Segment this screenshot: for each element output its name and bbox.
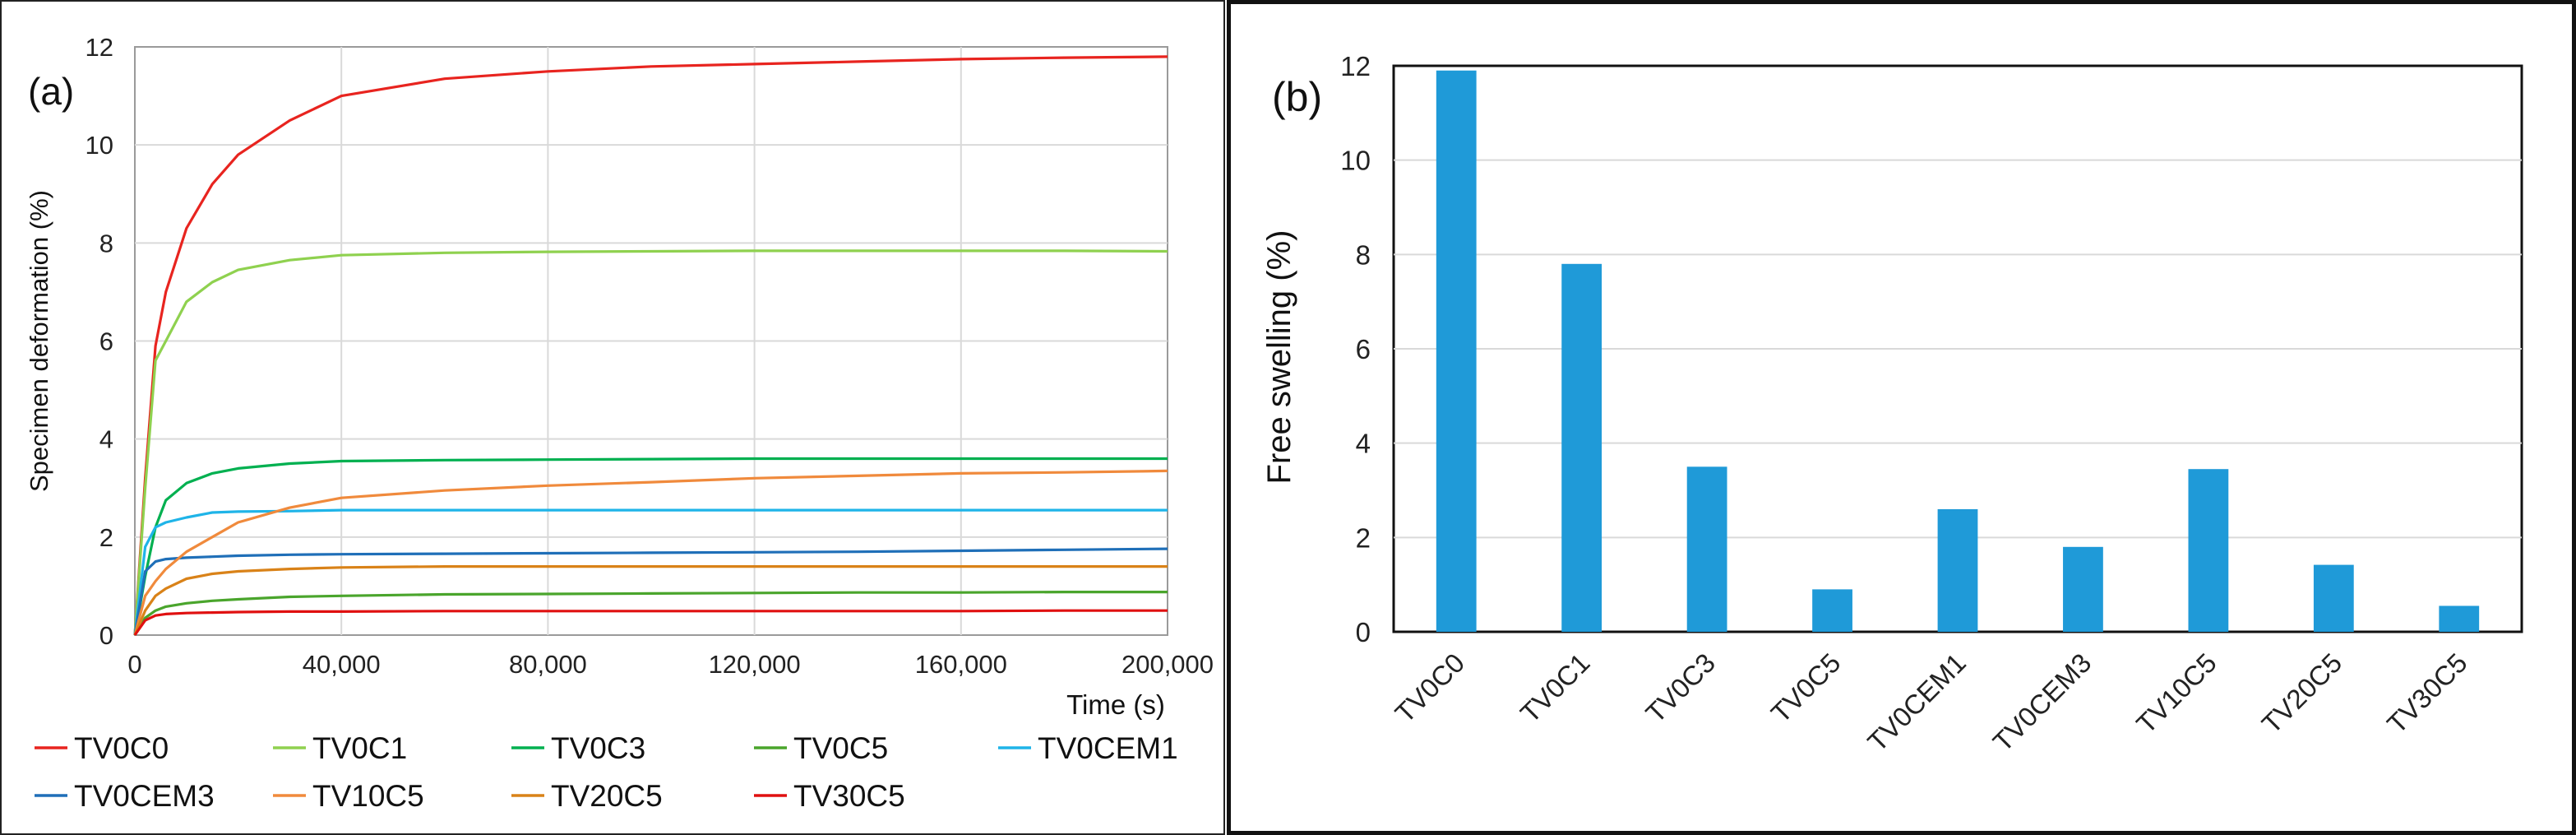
y-tick-label: 4 <box>1356 429 1371 459</box>
y-tick-label: 8 <box>1356 239 1371 270</box>
y-tick-label: 4 <box>99 425 113 454</box>
series-line-tv30c5 <box>133 609 1168 636</box>
x-tick-label-tv0c0: TV0C0 <box>1389 647 1470 729</box>
bar-tv0c0 <box>1436 70 1477 632</box>
bar-tv0cem1 <box>1937 508 1978 632</box>
legend-label-tv20c5: TV20C5 <box>551 779 663 813</box>
y-tick-label: 6 <box>1356 334 1371 364</box>
bar-chart-svg: 0 2 4 6 8 10 12 TV0C0 TV0C1 TV0C3 TV0C5 TV0CEM1 TV0C… <box>1261 51 2523 758</box>
bar-tv30c5 <box>2439 605 2480 632</box>
series-line-tv10c5 <box>133 469 1168 636</box>
x-tick-label-tv30c5: TV30C5 <box>2381 647 2473 740</box>
legend-label-tv0c1: TV0C1 <box>312 731 407 765</box>
series-line-tv0cem1 <box>133 508 1168 636</box>
bar-tv0c3 <box>1686 466 1727 632</box>
legend-label-tv0c0: TV0C0 <box>74 731 169 765</box>
y-tick-label: 2 <box>99 523 113 552</box>
legend-label-tv0c5: TV0C5 <box>793 731 888 765</box>
series-line-tv0c5 <box>133 590 1168 636</box>
bar-tv10c5 <box>2188 469 2229 632</box>
bar-tv20c5 <box>2313 564 2354 632</box>
legend-label-tv0cem1: TV0CEM1 <box>1038 731 1178 765</box>
bar-tv0c5 <box>1812 589 1852 632</box>
y-tick-label: 10 <box>1340 146 1371 176</box>
x-tick-label: 200,000 <box>1122 650 1214 679</box>
panel-label-a: (a) <box>28 70 74 113</box>
x-tick-label: 0 <box>127 650 141 679</box>
x-tick-label: 160,000 <box>915 650 1007 679</box>
legend-label-tv0cem3: TV0CEM3 <box>74 779 215 813</box>
x-axis-label: Time (s) <box>1066 689 1165 720</box>
series-line-tv0cem3 <box>133 547 1168 636</box>
y-tick-label: 6 <box>99 327 113 356</box>
legend-label-tv10c5: TV10C5 <box>312 779 424 813</box>
series-line-tv0c3 <box>133 457 1168 636</box>
y-tick-label: 12 <box>1340 51 1371 81</box>
y-axis-label: Specimen deformation (%) <box>25 190 53 492</box>
x-tick-label: 40,000 <box>303 650 381 679</box>
x-tick-label-tv0cem3: TV0CEM3 <box>1987 647 2097 758</box>
series-line-tv20c5 <box>133 564 1168 636</box>
panel-label-b: (b) <box>1272 74 1322 120</box>
legend-label-tv30c5: TV30C5 <box>793 779 905 813</box>
y-tick-label: 10 <box>86 131 113 160</box>
bar-tv0cem3 <box>2063 546 2103 632</box>
legend-label-tv0c3: TV0C3 <box>551 731 645 765</box>
y-tick-label: 12 <box>86 33 113 62</box>
x-tick-label-tv0cem1: TV0CEM1 <box>1861 647 1972 758</box>
y-tick-label: 2 <box>1356 522 1371 553</box>
y-tick-label: 0 <box>1356 617 1371 647</box>
x-tick-label: 80,000 <box>509 650 587 679</box>
bar-tv0c1 <box>1561 263 1602 632</box>
panel-a-line-chart: 0 40,000 80,000 120,000 160,000 200,000 0 2 4 6 8 1… <box>0 0 1225 835</box>
y-tick-label: 8 <box>99 229 113 257</box>
x-tick-label-tv0c3: TV0C3 <box>1639 647 1721 729</box>
y-axis-label: Free swelling (%) <box>1261 230 1297 485</box>
y-tick-label: 0 <box>99 621 113 650</box>
x-tick-label-tv0c1: TV0C1 <box>1515 647 1596 729</box>
panel-b-bar-chart: 0 2 4 6 8 10 12 TV0C0 TV0C1 TV0C3 TV0C5 TV0CEM1 TV0C… <box>1227 0 2576 835</box>
x-tick-label: 120,000 <box>709 650 801 679</box>
series-line-tv0c1 <box>133 249 1168 636</box>
x-tick-label-tv0c5: TV0C5 <box>1765 647 1847 729</box>
series-line-tv0c0 <box>133 55 1168 636</box>
x-tick-label-tv10c5: TV10C5 <box>2130 647 2222 740</box>
x-tick-label-tv20c5: TV20C5 <box>2256 647 2348 740</box>
line-chart-svg: 0 40,000 80,000 120,000 160,000 200,000 0 2 4 6 8 1… <box>25 33 1214 813</box>
